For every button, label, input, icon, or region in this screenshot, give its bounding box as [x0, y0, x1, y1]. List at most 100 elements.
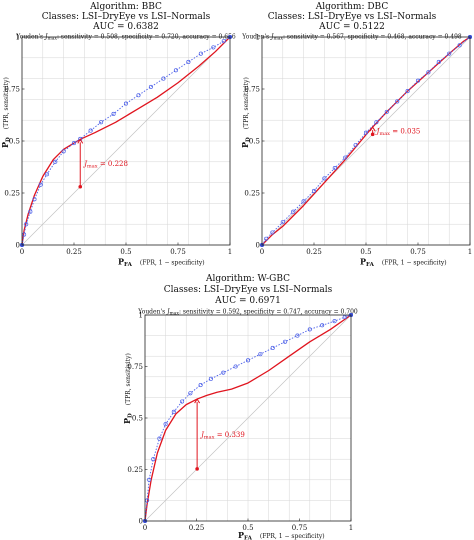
empirical-roc-point	[245, 358, 251, 363]
y-tick-label: 0.5	[9, 138, 20, 146]
empirical-roc-point	[198, 382, 203, 388]
plot-frame	[261, 36, 471, 246]
empirical-roc-point	[343, 155, 348, 160]
empirical-roc-point	[270, 230, 275, 235]
plot-frame	[21, 36, 231, 246]
empirical-roc-point	[233, 364, 238, 369]
empirical-roc-point	[147, 477, 152, 482]
empirical-roc-point	[374, 120, 379, 125]
empirical-roc-point	[28, 209, 33, 214]
y-tick-label: 0.25	[244, 190, 260, 198]
x-tick-label: 0.25	[189, 524, 205, 532]
empirical-roc-point	[457, 43, 462, 48]
empirical-roc-point	[258, 352, 263, 357]
tick-labels: 0 0.25 0.5 0.75 1 0 0.25 0.5 0.75 1	[4, 34, 232, 257]
y-tick-label: 0.5	[132, 415, 143, 423]
empirical-roc-point	[38, 182, 43, 187]
empirical-roc-point	[173, 68, 178, 73]
empirical-roc-point	[264, 236, 269, 241]
fitted-roc-curve	[261, 36, 471, 246]
grid	[22, 37, 230, 245]
empirical-roc-point	[295, 333, 300, 338]
x-axis-label: PFA (FPR, 1 − specificity)	[118, 257, 205, 269]
youden-summary: Youden's Jmax: sensitivity = 0.592, spec…	[137, 309, 358, 317]
x-tick-label: 0.75	[170, 248, 186, 256]
empirical-roc-point	[322, 176, 327, 181]
empirical-roc-point	[44, 172, 50, 177]
y-tick-label: 0.75	[127, 363, 143, 371]
empirical-roc-point	[88, 128, 93, 133]
x-tick-label: 1	[228, 248, 232, 256]
y-tick-label: 1	[16, 34, 20, 42]
jmax-annotation: Jmax = 0.035	[369, 126, 421, 138]
empirical-roc-point	[221, 370, 226, 375]
x-tick-label: 0.75	[410, 248, 426, 256]
empirical-roc-point	[301, 199, 306, 204]
empirical-roc-point	[395, 99, 400, 104]
empirical-roc-point	[111, 111, 116, 117]
tick-labels: 0 0.25 0.5 0.75 1 0 0.25 0.5 0.75 1	[244, 34, 472, 257]
empirical-roc-point	[384, 109, 389, 114]
empirical-roc-point	[208, 376, 213, 381]
chart-title-line-3: AUC = 0.6971	[214, 296, 281, 306]
fitted-roc-curve	[21, 36, 231, 246]
empirical-roc-point	[447, 51, 452, 56]
chart-title-line-3: AUC = 0.5122	[318, 22, 385, 32]
empirical-roc-point	[283, 339, 288, 344]
empirical-roc-point	[32, 197, 37, 202]
jmax-annotation: Jmax = 0.339	[194, 398, 245, 471]
empirical-roc-line	[261, 36, 471, 246]
empirical-roc-point	[363, 130, 369, 135]
y-axis-label: PD(TPR, sensitivity)	[240, 77, 252, 148]
y-tick-label: 0.25	[4, 190, 20, 198]
chart-title-line-2: Classes: LSI–DryEye vs LSI–Normals	[42, 12, 211, 22]
empirical-roc-point	[332, 319, 337, 324]
jmax-base-point	[195, 467, 199, 471]
y-tick-label: 1	[139, 312, 143, 320]
empirical-roc-point	[61, 149, 66, 154]
empirical-roc-line	[21, 36, 231, 246]
x-tick-label: 0	[260, 248, 264, 256]
empirical-roc-point	[186, 59, 191, 65]
empirical-roc-point	[198, 51, 203, 56]
empirical-roc-point	[311, 188, 317, 193]
empirical-roc-point	[123, 101, 129, 106]
chart-title-line-2: Classes: LSI–DryEye vs LSI–Normals	[268, 12, 437, 22]
empirical-roc-point	[320, 323, 325, 328]
plot-frame	[144, 314, 352, 522]
x-tick-label: 0.5	[242, 524, 253, 532]
x-tick-label: 0.5	[360, 248, 371, 256]
empirical-roc-point	[332, 165, 337, 171]
empirical-roc-point	[405, 89, 410, 94]
x-tick-label: 1	[468, 248, 472, 256]
jmax-label: Jmax = 0.035	[375, 128, 421, 138]
chance-diagonal	[261, 36, 471, 246]
empirical-roc-point	[353, 143, 358, 148]
y-tick-label: 0	[139, 518, 143, 526]
y-tick-label: 0.25	[127, 466, 143, 474]
x-tick-label: 1	[349, 524, 353, 532]
x-axis-label: PFA (FPR, 1 − specificity)	[360, 257, 447, 269]
empirical-roc-point	[291, 209, 296, 214]
y-axis-label: PD(TPR, sensitivity)	[122, 353, 134, 424]
jmax-base-point	[78, 184, 83, 189]
y-tick-label: 0.75	[244, 86, 260, 94]
empirical-roc-point	[98, 120, 104, 125]
jmax-annotation: Jmax = 0.228	[77, 138, 128, 189]
empirical-roc-point	[188, 391, 193, 396]
x-tick-label: 0	[20, 248, 24, 256]
empirical-roc-point	[163, 422, 168, 427]
empirical-roc-point	[211, 45, 216, 50]
x-tick-label: 0.75	[292, 524, 308, 532]
youden-summary: Youden's Jmax: sensitivity = 0.567, spec…	[241, 34, 462, 42]
chance-diagonal	[144, 314, 352, 522]
empirical-roc-point	[157, 436, 162, 441]
chart-title-line-1: Algorithm: DBC	[315, 2, 389, 12]
roc-panel-dbc: Algorithm: DBC Classes: LSI–DryEye vs LS…	[240, 2, 472, 268]
series	[19, 34, 233, 248]
chart-title-line-1: Algorithm: W-GBC	[205, 274, 290, 284]
empirical-roc-point	[171, 409, 176, 414]
jmax-base-point	[370, 132, 375, 137]
empirical-roc-line	[144, 314, 352, 522]
y-tick-label: 0	[256, 242, 260, 250]
